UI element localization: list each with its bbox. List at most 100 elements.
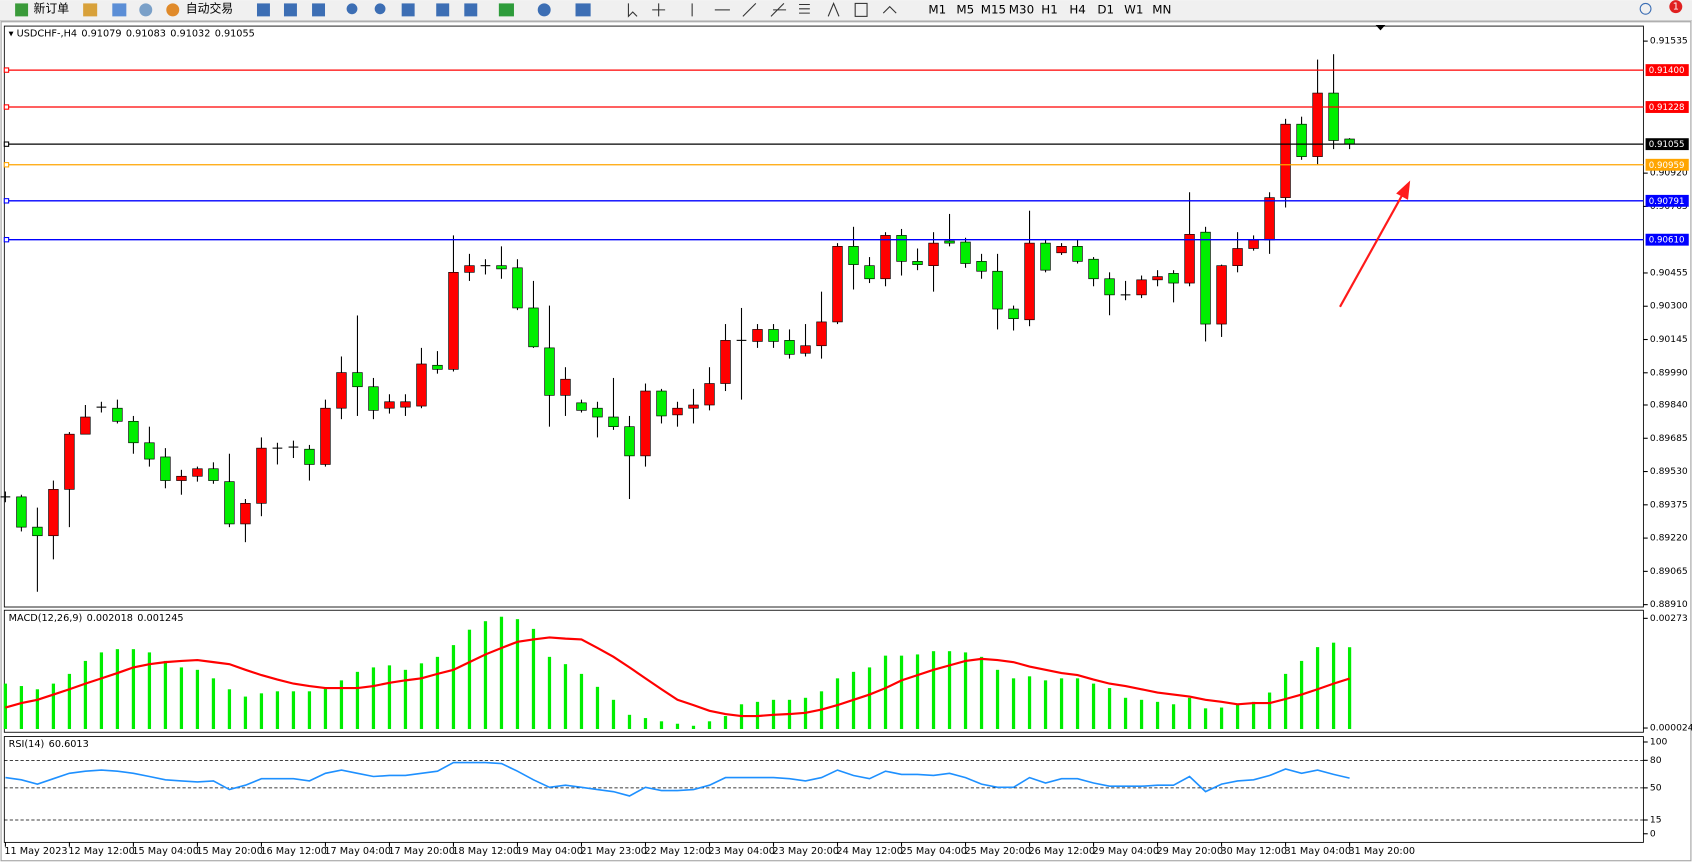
- toolbar-icon[interactable]: [464, 3, 478, 17]
- candle-body: [1104, 278, 1115, 296]
- candle-body: [976, 261, 987, 272]
- candle-body: [1344, 138, 1355, 145]
- candle-body: [576, 402, 587, 411]
- macd-bar: [259, 693, 264, 730]
- header-value: 0.91055: [215, 29, 255, 40]
- header-value: 0.91079: [81, 29, 121, 40]
- level-price-label: 0.91228: [1649, 103, 1685, 113]
- candle-body: [640, 390, 651, 457]
- candle-body: [256, 447, 267, 504]
- macd-bar: [195, 669, 200, 730]
- candle-body: [960, 241, 971, 264]
- timeframe-button[interactable]: M15: [981, 2, 1006, 16]
- toolbar-icon[interactable]: [537, 3, 551, 17]
- timeframe-button[interactable]: M30: [1009, 2, 1034, 16]
- new-order-button[interactable]: 新订单: [33, 1, 69, 15]
- x-tick-label: 23 May 04:00: [708, 846, 775, 857]
- macd-bar: [1075, 678, 1080, 730]
- candle-body: [16, 496, 27, 528]
- toolbar-icon[interactable]: [498, 3, 514, 17]
- candle-body: [720, 340, 731, 384]
- notification-badge[interactable]: [1669, 0, 1683, 14]
- candle-body: [592, 407, 603, 418]
- candle-body: [1136, 279, 1147, 296]
- chart-window-border: [0, 21, 1692, 862]
- fibo-tool[interactable]: [799, 3, 810, 14]
- macd-bar: [307, 691, 312, 730]
- toolbar-icon[interactable]: [283, 3, 297, 17]
- toolbar-icon[interactable]: [312, 3, 326, 17]
- cursor-tool[interactable]: [627, 3, 638, 18]
- level-anchor: [3, 236, 10, 243]
- macd-bar: [579, 673, 584, 730]
- level-anchor: [3, 141, 10, 147]
- macd-bar: [3, 683, 8, 730]
- timeframe-button[interactable]: MN: [1152, 2, 1171, 16]
- macd-bar: [403, 669, 408, 730]
- pane-title: RSI(14): [9, 739, 45, 750]
- search-icon[interactable]: [1639, 2, 1652, 15]
- zoom-in[interactable]: [346, 3, 358, 15]
- macd-bar: [1187, 697, 1192, 730]
- macd-bar: [691, 725, 696, 730]
- level-anchor: [3, 198, 10, 204]
- x-tick-label: 23 May 20:00: [772, 846, 839, 857]
- toolbar-icon[interactable]: [401, 3, 415, 17]
- y-tick-label: 0.89220: [1650, 533, 1688, 544]
- candle-body: [1200, 231, 1211, 325]
- macd-bar: [483, 621, 488, 730]
- label-tool[interactable]: [854, 2, 868, 17]
- candle-body: [320, 407, 331, 465]
- shapes-tool[interactable]: [882, 5, 897, 14]
- toolbar-icon[interactable]: [112, 3, 127, 17]
- y-tick-label: 0.89530: [1650, 466, 1688, 477]
- macd-bar: [643, 718, 648, 730]
- macd-bar: [723, 716, 728, 730]
- candle-body: [496, 265, 507, 270]
- macd-bar: [627, 714, 632, 730]
- candle-body: [304, 448, 315, 465]
- timeframe-button[interactable]: M1: [928, 2, 946, 16]
- macd-bar: [163, 660, 168, 730]
- candle-body: [64, 433, 75, 490]
- y-tick-label: 15: [1650, 814, 1662, 825]
- x-tick-label: 18 May 12:00: [452, 846, 519, 857]
- candle-body: [944, 240, 955, 244]
- macd-signal-line: [5, 636, 1350, 718]
- arrow-shaft: [1339, 191, 1405, 308]
- new-order-icon[interactable]: [15, 3, 29, 17]
- candle-body: [1280, 123, 1291, 198]
- header-value: 0.001245: [137, 613, 183, 624]
- x-tick-label: 29 May 20:00: [1156, 846, 1223, 857]
- timeframe-button[interactable]: H1: [1041, 2, 1057, 16]
- trendline-tool[interactable]: [742, 3, 757, 17]
- y-tick-label: 0.90920: [1650, 168, 1688, 179]
- macd-bar: [147, 652, 152, 730]
- macd-bar: [499, 616, 504, 730]
- toolbar-icon[interactable]: [83, 3, 98, 17]
- y-tick-label: 0.89840: [1650, 399, 1688, 410]
- timeframe-button[interactable]: W1: [1124, 2, 1143, 16]
- channel-tool[interactable]: [770, 3, 787, 17]
- timeframe-button[interactable]: M5: [956, 2, 974, 16]
- text-tool[interactable]: [827, 2, 840, 17]
- toolbar-icon[interactable]: [436, 3, 450, 17]
- toolbar-icon[interactable]: [139, 3, 153, 17]
- toolbar-icon[interactable]: [575, 3, 591, 17]
- candle-body: [912, 261, 923, 265]
- toolbar-icon[interactable]: [256, 3, 270, 17]
- macd-bar: [19, 686, 24, 730]
- macd-bar: [131, 649, 136, 730]
- crosshair-tool[interactable]: [652, 3, 666, 17]
- x-tick-label: 29 May 04:00: [1092, 846, 1159, 857]
- zoom-out[interactable]: [374, 3, 386, 15]
- macd-bar: [531, 628, 536, 730]
- auto-trading-icon[interactable]: [166, 3, 180, 17]
- timeframe-button[interactable]: D1: [1097, 2, 1114, 16]
- candle-body: [864, 265, 875, 280]
- timeframe-button[interactable]: H4: [1069, 2, 1085, 16]
- x-tick-label: 24 May 12:00: [836, 846, 903, 857]
- candle-body: [1216, 265, 1227, 325]
- y-tick-label: 0.89990: [1650, 367, 1688, 378]
- auto-trading-button[interactable]: 自动交易: [186, 1, 233, 15]
